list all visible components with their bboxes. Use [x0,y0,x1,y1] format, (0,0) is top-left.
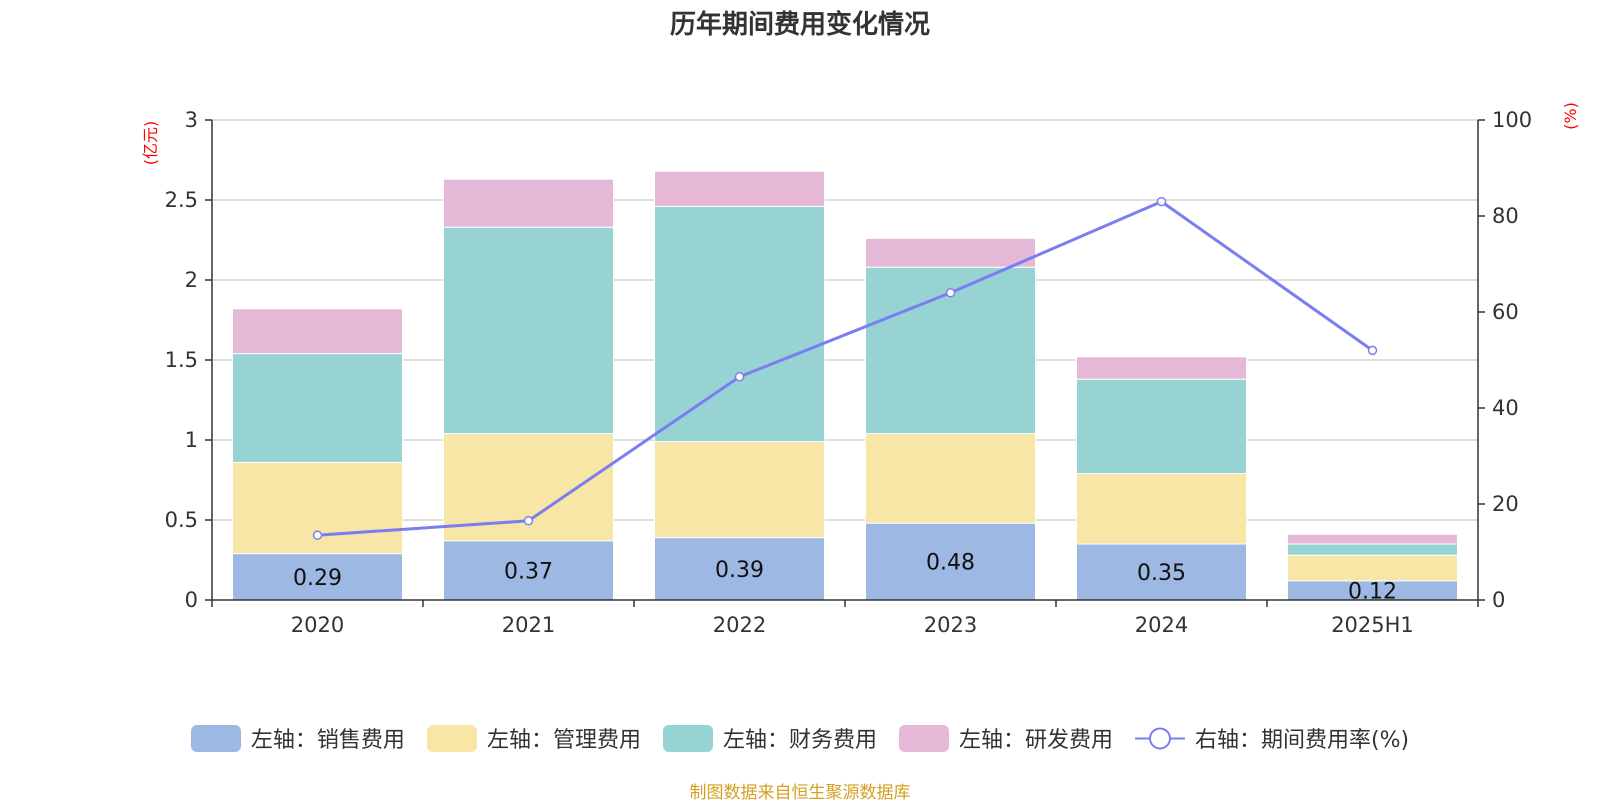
legend-label: 右轴：期间费用率(%) [1194,728,1410,753]
chart-title: 历年期间费用变化情况 [669,10,930,40]
legend-swatch [426,724,477,752]
bar-segment [865,522,1036,601]
legend-label: 左轴：管理费用 [486,728,641,753]
legend-label: 左轴：销售费用 [250,728,405,753]
bar-data-label: 0.12 [1348,579,1397,604]
bar-data-label: 0.37 [504,559,553,584]
rate-line-point [312,530,323,540]
x-axis-tick-label: 2025H1 [1331,613,1414,637]
left-axis-tick-label: 0.5 [165,508,198,532]
left-axis-tick-label: 1 [185,428,198,452]
legend-swatch [190,724,241,752]
source-note: 制图数据来自恒生聚源数据库 [689,783,911,803]
bar-segment [865,237,1036,268]
bar-segment [1076,473,1247,545]
bar-data-label: 0.29 [293,566,342,591]
left-axis-tick-label: 2.5 [165,188,198,212]
bar-segment [232,553,403,601]
x-axis-tick-label: 2021 [502,613,555,637]
bar-segment [1076,356,1247,380]
bar-segment [1076,543,1247,601]
bar-segment [654,170,825,207]
x-axis-tick-label: 2023 [924,613,977,637]
legend-label: 左轴：财务费用 [722,728,877,753]
bar-segment [232,353,403,463]
axes: 0 0.5 1 1.5 2 2.5 3 0 20 40 60 80 100 2020 2021 2022 202… [165,108,1533,637]
bar-segment [232,308,403,355]
legend-line-marker-icon [1134,727,1185,749]
right-axis-tick-label: 0 [1492,588,1505,612]
bar-segment [654,441,825,539]
rate-line-point [734,372,745,382]
rate-line-point [1367,345,1378,356]
legend-label: 左轴：研发费用 [958,728,1113,753]
bar-segment [1287,543,1458,556]
right-axis-unit: (%) [1561,102,1580,130]
data-labels: 0.29 0.37 0.39 0.48 0.35 0.12 [293,551,1397,605]
left-axis-tick-label: 3 [185,108,198,132]
bar-segment [443,226,614,435]
rate-line-point [523,516,534,526]
bar-data-label: 0.35 [1137,561,1186,586]
left-axis-tick-label: 1.5 [165,348,198,372]
bar-data-label: 0.39 [715,558,764,583]
x-axis-tick-label: 2022 [713,613,766,637]
x-axis-tick-label: 2024 [1135,613,1188,637]
bar-data-label: 0.48 [926,551,975,576]
rate-line [312,196,1378,540]
legend-swatch [662,724,713,752]
bar-segment [1287,554,1458,582]
x-axis-tick-label: 2020 [291,613,344,637]
bar-segment [443,178,614,228]
legend-item[interactable]: 左轴：财务费用 [662,722,877,754]
right-axis-tick-label: 100 [1492,108,1532,132]
rate-line-path [317,199,1374,537]
left-axis-tick-label: 2 [185,268,198,292]
bar-segment [1076,378,1247,475]
rate-line-point [945,288,956,298]
left-axis-unit: (亿元) [141,121,160,166]
legend-item[interactable]: 右轴：期间费用率(%) [1134,722,1410,754]
grid-lines [212,119,1478,521]
right-axis-tick-label: 20 [1492,492,1519,516]
right-axis-tick-label: 40 [1492,396,1519,420]
bar-segment [865,433,1036,524]
legend-item[interactable]: 左轴：研发费用 [898,722,1113,754]
right-axis-tick-label: 80 [1492,204,1519,228]
bars [232,170,1458,601]
legend-item[interactable]: 左轴：管理费用 [426,722,641,754]
left-axis-tick-label: 0 [185,588,198,612]
legend-swatch [898,724,949,752]
legend-item[interactable]: 左轴：销售费用 [190,722,405,754]
rate-line-point [1156,196,1167,207]
right-axis-tick-label: 60 [1492,300,1519,324]
chart-plot: (亿元) (%) 0 0.5 1 1.5 2 2.5 3 0 20 40 60 80 100 2020 20… [141,102,1580,637]
bar-segment [1287,533,1458,545]
bar-segment [654,205,825,443]
chart-legend: 左轴：销售费用 左轴：管理费用 左轴：财务费用 左轴：研发费用 右轴：期间费用率(%) [0,718,1600,758]
